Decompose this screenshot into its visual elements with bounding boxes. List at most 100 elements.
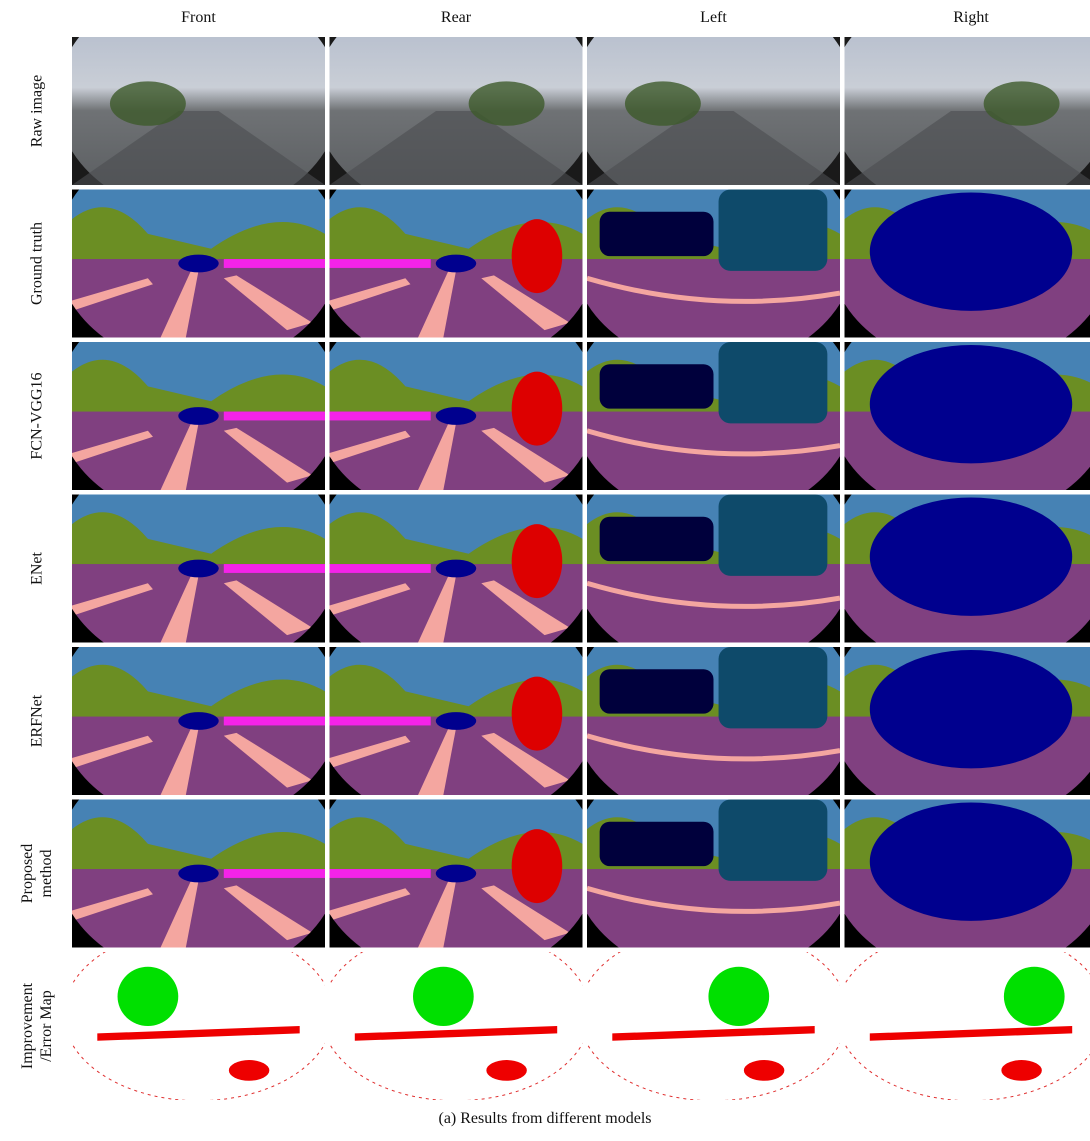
road bbox=[72, 564, 325, 653]
image-cell bbox=[587, 495, 840, 653]
image-cell bbox=[829, 0, 1090, 215]
image-cell bbox=[72, 342, 325, 500]
segmentation bbox=[587, 800, 840, 958]
trees bbox=[984, 81, 1060, 125]
car bbox=[436, 407, 476, 425]
image-cell bbox=[57, 0, 340, 215]
segmentation bbox=[72, 800, 325, 958]
page: {"columns": ["Front", "Rear", "Left", "R… bbox=[0, 0, 1090, 1136]
row-label: ENet bbox=[29, 552, 46, 585]
car bbox=[436, 712, 476, 730]
trees bbox=[625, 81, 701, 125]
error-green bbox=[413, 967, 474, 1026]
road bbox=[587, 717, 840, 806]
truck bbox=[600, 517, 714, 561]
trees bbox=[110, 81, 186, 125]
error-red-blob bbox=[229, 1060, 269, 1081]
road bbox=[587, 412, 840, 501]
bus bbox=[719, 647, 828, 728]
segmentation bbox=[72, 190, 325, 348]
truck bbox=[600, 212, 714, 256]
car bbox=[178, 865, 218, 883]
segmentation bbox=[330, 800, 583, 958]
row-label: FCN-VGG16 bbox=[29, 372, 46, 459]
car bbox=[178, 407, 218, 425]
sidewalk bbox=[330, 412, 431, 421]
image-cell bbox=[845, 800, 1090, 958]
sidewalk bbox=[224, 564, 325, 573]
sidewalk bbox=[330, 717, 431, 726]
car-body bbox=[870, 802, 1072, 920]
row-label: Ground truth bbox=[29, 222, 46, 305]
image-cell bbox=[587, 342, 840, 500]
bus bbox=[719, 190, 828, 271]
car-body bbox=[870, 192, 1072, 310]
segmentation bbox=[845, 800, 1090, 958]
sidewalk bbox=[224, 412, 325, 421]
image-cell bbox=[572, 0, 855, 215]
segmentation bbox=[587, 190, 840, 348]
error-bg bbox=[587, 952, 840, 1100]
image-cell bbox=[330, 800, 583, 958]
sidewalk bbox=[224, 717, 325, 726]
error-green bbox=[118, 967, 179, 1026]
image-cell bbox=[330, 495, 583, 653]
row-label: Proposed bbox=[19, 844, 36, 904]
car bbox=[178, 712, 218, 730]
rider bbox=[512, 524, 563, 598]
row-label: /Error Map bbox=[38, 990, 55, 1062]
segmentation bbox=[330, 495, 583, 653]
sidewalk bbox=[330, 564, 431, 573]
segmentation bbox=[845, 495, 1090, 653]
rider bbox=[512, 677, 563, 751]
segmentation bbox=[587, 342, 840, 500]
bus bbox=[719, 800, 828, 881]
image-cell bbox=[845, 495, 1090, 653]
car bbox=[436, 560, 476, 578]
segmentation bbox=[330, 190, 583, 348]
segmentation bbox=[845, 342, 1090, 500]
error-green bbox=[708, 967, 769, 1026]
road bbox=[72, 259, 325, 348]
truck bbox=[600, 669, 714, 713]
image-cell bbox=[587, 190, 840, 348]
car bbox=[178, 255, 218, 273]
caption: (a) Results from different models bbox=[439, 1110, 652, 1127]
row-label: method bbox=[38, 850, 55, 898]
image-cell bbox=[321, 928, 590, 1101]
road bbox=[587, 564, 840, 653]
car-body bbox=[870, 650, 1072, 768]
car bbox=[436, 255, 476, 273]
image-cell bbox=[72, 190, 325, 348]
car-body bbox=[870, 345, 1072, 463]
figure: (a) Results from different models FrontR… bbox=[0, 0, 1090, 1136]
image-cell bbox=[330, 190, 583, 348]
bus bbox=[719, 342, 828, 423]
segmentation bbox=[330, 647, 583, 805]
column-header: Left bbox=[700, 9, 727, 26]
error-green bbox=[1004, 967, 1065, 1026]
rider bbox=[512, 372, 563, 446]
image-cell bbox=[330, 342, 583, 500]
image-cell bbox=[314, 0, 597, 215]
bus bbox=[719, 495, 828, 576]
segmentation bbox=[845, 647, 1090, 805]
image-cell bbox=[579, 928, 848, 1101]
error-red-blob bbox=[1001, 1060, 1041, 1081]
car-body bbox=[870, 497, 1072, 615]
rider bbox=[512, 219, 563, 293]
segmentation bbox=[72, 495, 325, 653]
error-red-blob bbox=[744, 1060, 784, 1081]
segmentation bbox=[72, 342, 325, 500]
row-label: Raw image bbox=[29, 75, 46, 147]
image-cell bbox=[72, 495, 325, 653]
segmentation bbox=[587, 647, 840, 805]
image-cell bbox=[72, 647, 325, 805]
image-cell bbox=[587, 647, 840, 805]
image-cell bbox=[587, 800, 840, 958]
image-cell bbox=[64, 928, 333, 1101]
sidewalk bbox=[330, 259, 431, 268]
trees bbox=[469, 81, 545, 125]
rider bbox=[512, 829, 563, 903]
row-label: Improvement bbox=[19, 982, 36, 1069]
